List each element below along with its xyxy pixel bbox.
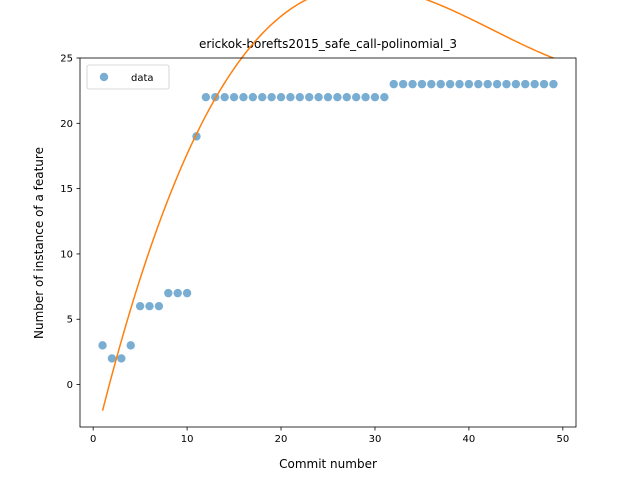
data-point: [380, 92, 389, 102]
data-point: [427, 79, 436, 89]
x-tick-label: 40: [463, 434, 476, 445]
data-point: [98, 341, 107, 350]
data-point: [229, 92, 239, 102]
data-point: [305, 92, 314, 102]
data-point: [164, 288, 173, 298]
data-point: [464, 79, 474, 89]
axes: 0 10 20 30 40 50 0 5 10 15 20 25: [60, 54, 577, 445]
data-point: [474, 79, 483, 89]
x-axis-label: Commit number: [279, 457, 377, 471]
data-point: [314, 92, 323, 102]
data-point: [201, 92, 211, 102]
data-point: [342, 92, 351, 102]
x-tick-label: 10: [181, 434, 194, 445]
data-point: [107, 354, 117, 363]
fit-line: [101, 0, 554, 411]
data-point: [173, 288, 182, 298]
plot-area: [98, 0, 558, 411]
x-tick-label: 0: [90, 434, 96, 445]
data-point: [521, 79, 530, 89]
data-point: [323, 92, 333, 102]
y-axis-label: Number of instance of a feature: [32, 147, 46, 339]
y-tick-label: 20: [60, 119, 73, 130]
y-tick-label: 0: [67, 380, 73, 391]
data-point: [361, 92, 370, 102]
data-point: [126, 341, 135, 350]
data-point: [258, 92, 267, 102]
x-tick-label: 50: [556, 434, 569, 445]
x-tick-label: 20: [275, 434, 288, 445]
data-point: [267, 92, 276, 102]
data-point: [389, 79, 398, 89]
data-point: [502, 79, 511, 89]
data-point: [530, 79, 539, 89]
data-point: [370, 92, 380, 102]
data-point: [511, 79, 521, 89]
x-tick-label: 30: [369, 434, 382, 445]
data-point: [154, 301, 164, 311]
y-tick-label: 25: [60, 54, 73, 65]
axes-frame: [79, 57, 577, 428]
data-point: [436, 79, 445, 89]
data-point: [276, 92, 286, 102]
data-point: [455, 79, 464, 89]
legend-box: [86, 64, 170, 90]
data-point: [145, 301, 154, 311]
data-point: [549, 79, 558, 89]
data-point: [398, 79, 408, 89]
data-point: [182, 288, 192, 298]
legend-marker: [99, 72, 109, 82]
data-point: [239, 92, 248, 102]
data-point: [351, 92, 361, 102]
y-tick-label: 15: [60, 184, 73, 195]
data-point: [295, 92, 305, 102]
data-point: [286, 92, 295, 102]
data-point: [483, 79, 492, 89]
data-point: [408, 79, 417, 89]
data-point: [417, 79, 427, 89]
data-point: [333, 92, 342, 102]
data-point: [248, 92, 258, 102]
y-tick-label: 10: [60, 249, 73, 260]
legend-label: data: [131, 73, 154, 84]
data-point: [539, 79, 549, 89]
data-point: [135, 301, 145, 311]
data-point: [492, 79, 502, 89]
data-point: [117, 354, 126, 363]
legend: data: [86, 64, 170, 90]
chart-title: erickok-borefts2015_safe_call-polinomial…: [199, 37, 457, 51]
data-point: [445, 79, 455, 89]
data-point: [220, 92, 229, 102]
y-tick-label: 5: [67, 315, 73, 326]
